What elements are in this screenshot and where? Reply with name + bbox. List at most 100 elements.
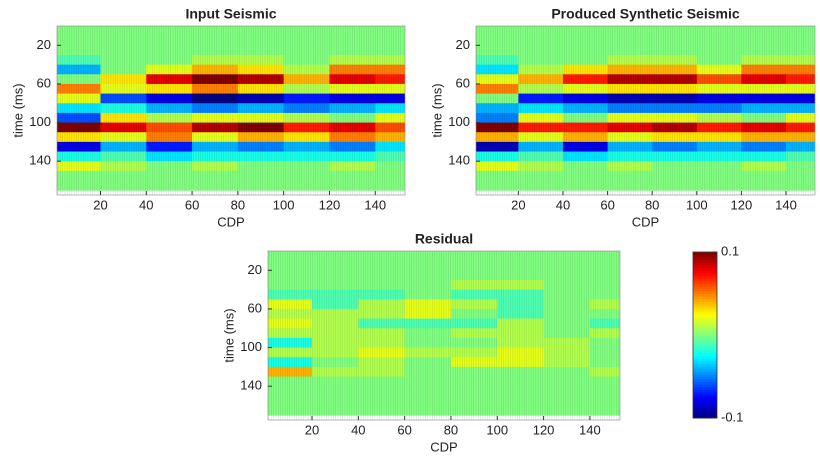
cell: [57, 161, 101, 172]
cell: [192, 112, 239, 124]
cell: [652, 151, 698, 162]
cell: [237, 54, 285, 66]
cell: [358, 366, 406, 378]
colorbar-swatch: [693, 306, 717, 310]
cell: [358, 357, 406, 368]
y-tick-label: 20: [456, 37, 470, 52]
colorbar-swatch: [693, 303, 717, 307]
cell: [404, 328, 452, 339]
cell: [358, 347, 406, 358]
cell: [57, 151, 101, 162]
colorbar-swatch: [693, 397, 717, 401]
cell: [146, 74, 193, 85]
cell: [450, 279, 498, 291]
cell: [589, 376, 620, 387]
cell: [497, 251, 545, 262]
cell: [562, 103, 609, 114]
cell: [741, 180, 787, 191]
cell: [607, 103, 653, 114]
cell: [283, 103, 330, 114]
cell: [375, 151, 405, 162]
cell: [589, 337, 620, 349]
cell: [404, 308, 452, 320]
cell: [543, 376, 591, 387]
cell: [57, 132, 101, 143]
cell: [404, 299, 452, 310]
cell: [100, 132, 147, 143]
cells: [57, 26, 405, 195]
colorbar-swatch: [693, 316, 717, 320]
cell: [607, 93, 653, 104]
cell: [497, 279, 545, 291]
cell: [497, 337, 545, 349]
cell: [100, 161, 147, 172]
cell: [696, 26, 742, 37]
cell: [652, 35, 698, 46]
colorbar-swatch: [693, 332, 717, 336]
colorbar-swatch: [693, 389, 717, 393]
cell: [589, 357, 620, 368]
cell: [358, 328, 406, 339]
cell: [283, 161, 330, 172]
cell: [100, 151, 147, 162]
y-tick-label: 100: [29, 114, 51, 129]
cell: [607, 26, 653, 37]
cell: [268, 395, 313, 407]
cell: [543, 260, 591, 271]
cell: [696, 83, 742, 95]
cell: [543, 289, 591, 300]
cell: [543, 308, 591, 320]
cell: [146, 83, 193, 95]
cell: [358, 395, 406, 407]
cell: [192, 45, 239, 56]
colorbar-swatch: [693, 405, 717, 409]
cell: [589, 308, 620, 320]
cell: [57, 180, 101, 191]
cell: [476, 170, 519, 182]
colorbar-swatch: [693, 329, 717, 333]
cell: [268, 366, 313, 378]
cell: [476, 141, 519, 153]
cell: [404, 279, 452, 291]
cell: [652, 83, 698, 95]
cell: [312, 405, 359, 416]
cell: [518, 93, 564, 104]
cell: [607, 141, 653, 153]
y-tick-label: 60: [37, 75, 51, 90]
cell: [518, 122, 564, 133]
cell: [497, 260, 545, 271]
cell: [358, 270, 406, 281]
cell: [741, 112, 787, 124]
x-tick-label: 100: [273, 197, 295, 212]
cell: [450, 270, 498, 281]
cell: [696, 93, 742, 104]
cell: [518, 151, 564, 162]
cell: [283, 180, 330, 191]
cell: [497, 328, 545, 339]
cell: [607, 64, 653, 75]
cell: [518, 35, 564, 46]
cell: [283, 141, 330, 153]
cell: [237, 64, 285, 75]
cell: [312, 251, 359, 262]
cell: [404, 289, 452, 300]
colorbar-swatch: [693, 394, 717, 398]
cell: [57, 170, 101, 182]
cell: [562, 141, 609, 153]
plot-frame: [267, 250, 621, 421]
cell: [562, 45, 609, 56]
cell: [543, 279, 591, 291]
cell: [518, 132, 564, 143]
cell: [652, 141, 698, 153]
y-tick-label: 100: [448, 114, 470, 129]
cell: [237, 170, 285, 182]
cell: [268, 279, 313, 291]
cell: [192, 74, 239, 85]
colorbar-swatch: [693, 337, 717, 341]
colorbar-swatch: [693, 379, 717, 383]
colorbar-swatch: [693, 254, 717, 258]
cell: [404, 376, 452, 387]
cell: [652, 64, 698, 75]
cell: [268, 376, 313, 387]
colorbar-swatch: [693, 363, 717, 367]
